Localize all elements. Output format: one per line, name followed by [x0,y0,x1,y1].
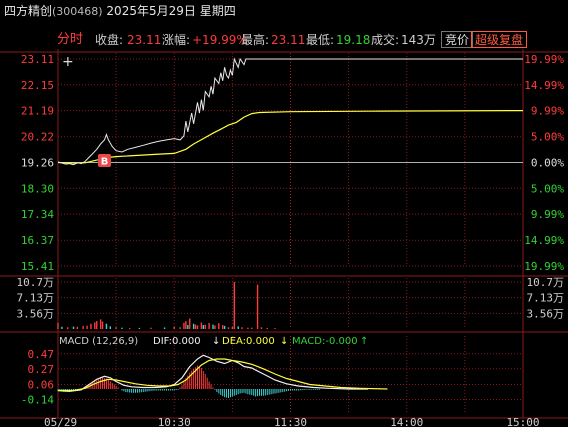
price-tick-label: 17.34 [21,208,54,221]
time-axis: 05/29 10:30 11:30 14:00 15:00 [44,416,540,427]
crosshair-icon[interactable]: + [62,54,74,70]
dea-label: DEA:0.000 [222,336,275,347]
stock-name: 四方精创 [4,4,53,18]
macd-tick-label: 0.06 [28,379,55,392]
macd-axis: 0.47 0.27 0.06 -0.14 [21,348,54,407]
dif-label: DIF:0.000 [153,336,201,347]
buy-marker-icon[interactable] [98,154,111,167]
dea-line [58,358,388,392]
percent-tick-label: 14.99% [524,234,564,247]
window-title: 四方精创(300468) 2025年5月29日 星期四 [0,0,568,24]
high-label: 最高: [241,33,270,47]
price-tick-label: 20.22 [21,131,54,144]
volume-tick-label: 3.56万 [17,307,55,320]
percent-tick-label: 9.99% [531,105,564,118]
time-tick-label: 10:30 [158,416,191,427]
percent-tick-label: 9.99% [531,208,564,221]
price-axis-left: 23.11 22.15 21.19 20.22 19.26 18.30 17.34 16.37… [21,53,54,273]
high-value: 23.11 [271,33,306,47]
change-label: 涨幅: [162,33,191,47]
price-tick-label: 21.19 [21,105,54,118]
percent-axis-right: 19.99% 14.99% 9.99% 5.00% 0.00% 5.00% 9.99% 14.… [524,53,564,273]
macd-arrow-icon: ↑ [360,336,368,347]
change-value: +19.99% [192,33,248,47]
stock-code: (300468) [52,5,103,18]
trade-date: 2025年5月29日 [106,4,196,18]
mode-label[interactable]: 分时 [57,32,84,47]
close-value: 23.11 [127,33,162,47]
macd-label: MACD:-0.000 [292,336,358,347]
percent-tick-label: 0.00% [531,157,564,170]
percent-tick-label: 19.99% [524,260,564,273]
price-line [57,57,523,166]
low-label: 最低: [306,33,335,47]
volume-tick-label: 7.13万 [17,292,55,305]
time-tick-label: 15:00 [506,416,539,427]
volume-axis: 10.7万 10.7万 7.13万 7.13万 3.56万 3.56万 [17,276,565,320]
macd-tick-label: 0.47 [28,348,55,361]
close-label: 收盘: [95,33,124,47]
quote-info-bar: 分时 收盘: 23.11 涨幅: +19.99% 最高: 23.11 最低: 1… [0,30,568,50]
time-tick-label: 11:30 [274,416,307,427]
macd-tick-label: 0.27 [28,363,55,376]
volume-tick-label: 7.13万 [527,292,565,305]
price-tick-label: 15.41 [21,260,54,273]
dea-arrow-icon: ↓ [280,336,288,347]
percent-tick-label: 19.99% [524,53,564,66]
percent-tick-label: 5.00% [531,131,564,144]
volume-tick-label: 3.56万 [527,307,565,320]
macd-title: MACD (12,26,9) [59,336,138,347]
chart-grid [0,49,568,419]
volume-label: 成交: [371,33,400,47]
volume-value: 143万 [401,33,436,47]
trade-weekday: 星期四 [199,4,236,18]
super-replay-button[interactable]: 超级复盘 [471,31,528,48]
volume-bars [57,282,276,329]
price-tick-label: 16.37 [21,234,54,247]
dif-arrow-icon: ↓ [212,336,220,347]
volume-tick-label: 10.7万 [17,276,55,289]
time-tick-label: 05/29 [44,416,77,427]
low-value: 19.18 [336,33,371,47]
price-tick-label: 23.11 [21,53,54,66]
percent-tick-label: 14.99% [524,79,564,92]
buy-marker-label: B [101,157,109,168]
macd-tick-label: -0.14 [21,394,54,407]
time-tick-label: 14:00 [390,416,423,427]
volume-tick-label: 10.7万 [527,276,565,289]
percent-tick-label: 5.00% [531,182,564,195]
price-tick-label: 22.15 [21,79,54,92]
dif-line [57,354,368,392]
price-tick-label: 18.30 [21,182,54,195]
auction-button[interactable]: 竞价 [441,31,474,48]
price-tick-label: 19.26 [21,157,54,170]
